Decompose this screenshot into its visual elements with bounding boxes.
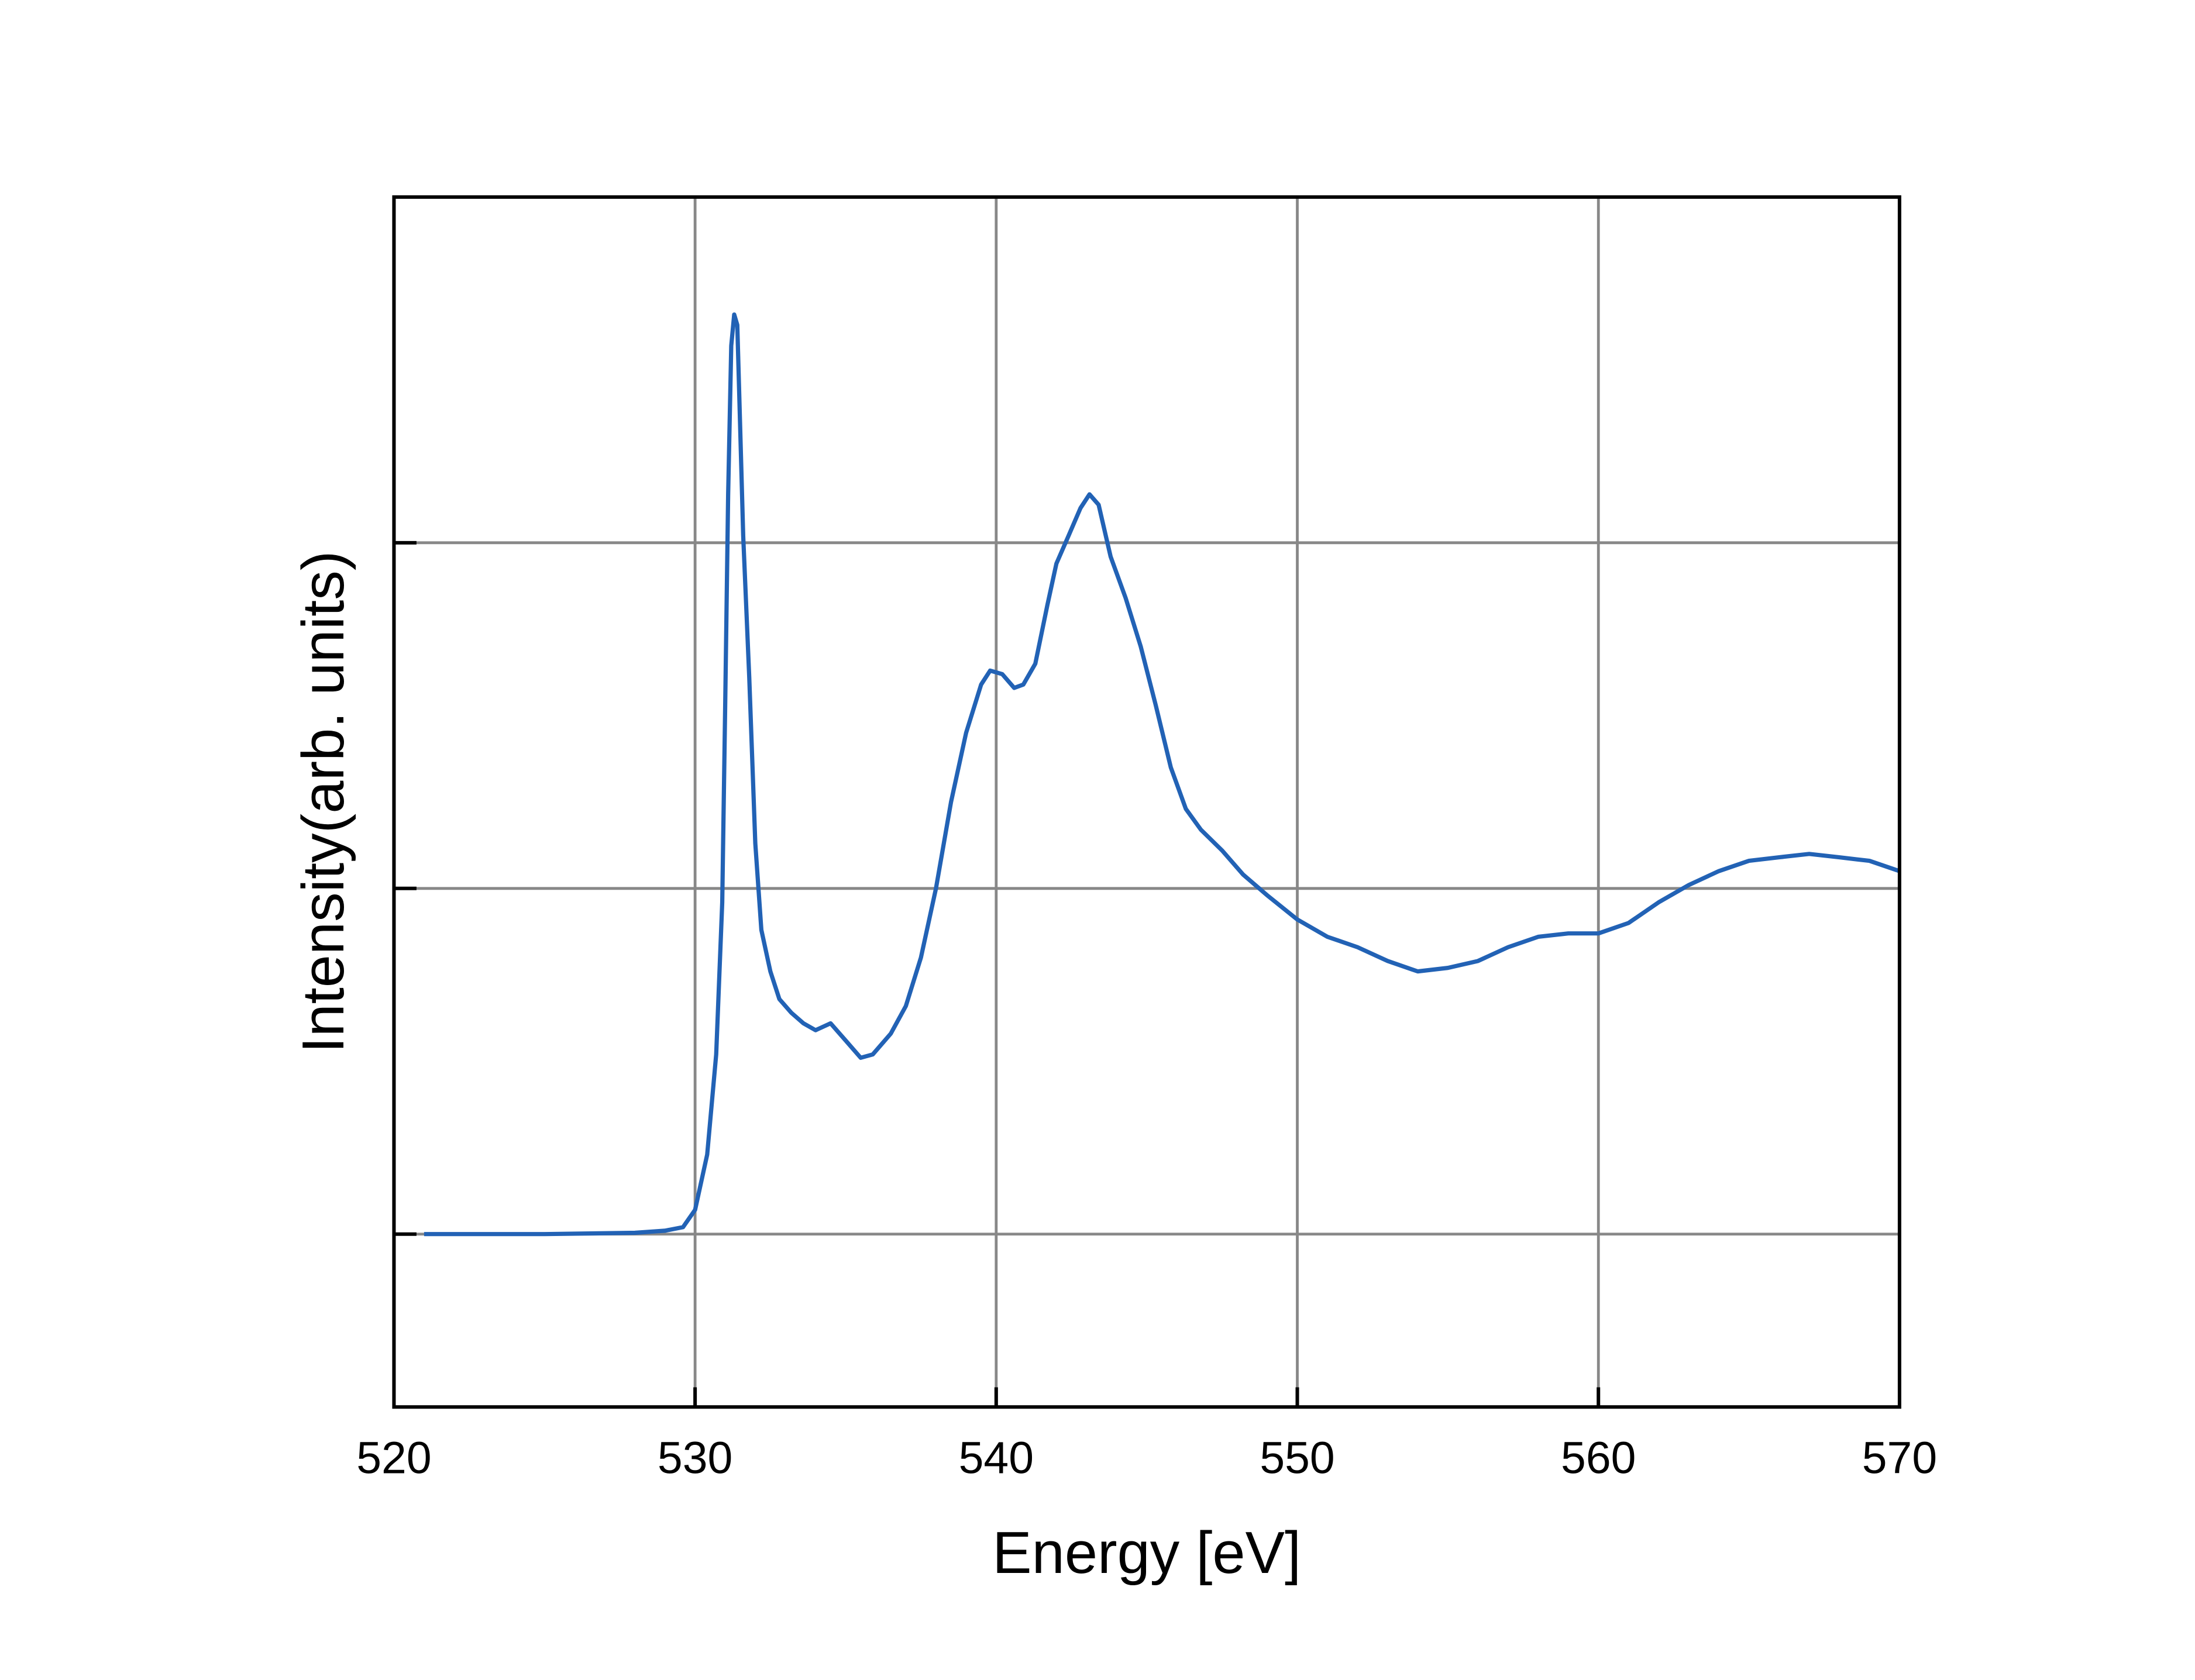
x-axis-label: Energy [eV] bbox=[992, 1520, 1301, 1586]
x-tick-label: 550 bbox=[1260, 1433, 1334, 1483]
x-tick-labels: 520 530 540 550 560 570 bbox=[356, 1433, 1937, 1483]
grid bbox=[394, 197, 1900, 1407]
x-tick-label: 540 bbox=[959, 1433, 1034, 1483]
ticks bbox=[394, 541, 1601, 1407]
x-tick-label: 570 bbox=[1862, 1433, 1937, 1483]
series-line bbox=[424, 312, 1901, 1237]
plot-frame bbox=[392, 195, 1901, 1409]
x-tick-label: 560 bbox=[1561, 1433, 1636, 1483]
series bbox=[424, 312, 1901, 1237]
x-tick-label: 530 bbox=[658, 1433, 732, 1483]
x-tick-label: 520 bbox=[356, 1433, 431, 1483]
y-axis-label: Intensity(arb. units) bbox=[291, 551, 356, 1054]
